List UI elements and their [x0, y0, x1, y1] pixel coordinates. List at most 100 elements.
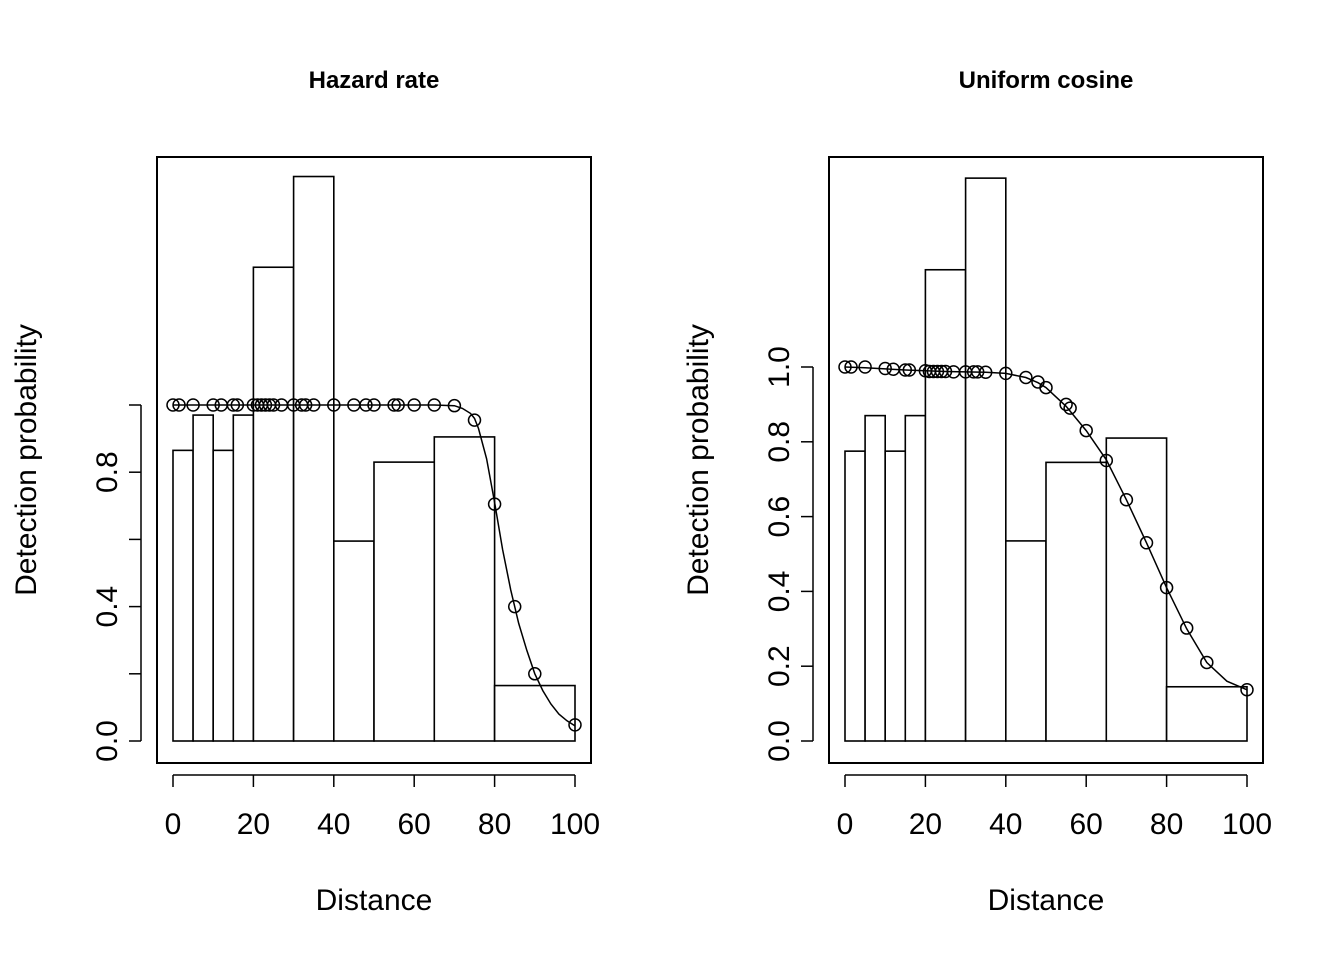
y-axis-label: Detection probability — [682, 324, 715, 596]
data-point — [1240, 683, 1254, 697]
data-point — [999, 366, 1013, 381]
x-tick-label: 40 — [989, 808, 1022, 841]
data-point — [327, 398, 341, 412]
data-point — [878, 361, 892, 376]
plot-frame — [156, 156, 592, 764]
x-tick-label: 40 — [317, 808, 350, 841]
data-point — [226, 398, 241, 412]
data-point — [359, 398, 373, 412]
histogram-bar — [904, 414, 927, 742]
x-tick-label: 60 — [398, 808, 431, 841]
y-axis-label: Detection probability — [10, 324, 43, 596]
data-point — [568, 718, 582, 732]
data-point — [206, 398, 220, 412]
data-point — [1059, 397, 1073, 412]
data-point — [487, 497, 502, 511]
uniform-cosine-panel: Uniform cosine Distance Detection probab… — [682, 67, 1272, 917]
data-point — [507, 599, 522, 614]
x-tick-label: 20 — [237, 808, 270, 841]
data-point — [970, 365, 985, 379]
data-point — [427, 398, 442, 412]
y-tick-label: 0.6 — [763, 496, 796, 538]
data-point — [391, 398, 405, 412]
y-tick-label: 0.0 — [91, 720, 124, 762]
histogram-bar — [332, 540, 375, 742]
data-point — [407, 398, 421, 412]
y-tick-label: 0.2 — [763, 645, 796, 687]
data-point — [166, 398, 180, 412]
data-point — [1159, 580, 1174, 595]
x-axis-label: Distance — [316, 884, 433, 917]
histogram-bar — [1165, 685, 1248, 742]
panel-title: Uniform cosine — [959, 67, 1134, 94]
plot-frame — [828, 156, 1264, 764]
observation-points — [838, 360, 1254, 697]
histogram-bar — [844, 450, 866, 742]
data-point — [1179, 621, 1194, 635]
data-point — [978, 365, 993, 379]
histogram-bar — [232, 414, 255, 742]
hazard-rate-panel: Hazard rate Distance Detection probabili… — [10, 67, 600, 917]
data-point — [1119, 493, 1134, 507]
histogram-bars — [172, 175, 576, 742]
data-point — [930, 364, 945, 379]
histogram-bar — [292, 175, 335, 742]
data-point — [838, 360, 852, 374]
data-point — [186, 398, 200, 412]
x-tick-label: 0 — [837, 808, 854, 841]
x-axis-label: Distance — [988, 884, 1105, 917]
data-point — [1039, 380, 1053, 395]
data-point — [387, 398, 401, 412]
panel-title: Hazard rate — [309, 67, 440, 94]
y-tick-label: 0.4 — [91, 586, 124, 628]
data-point — [266, 398, 281, 412]
data-point — [528, 667, 542, 681]
x-axis: 0 20 40 60 80 100 — [837, 774, 1272, 841]
data-point — [230, 398, 245, 412]
histogram-bar — [1105, 437, 1168, 742]
histogram-bar — [884, 450, 907, 742]
data-point — [467, 413, 482, 427]
observation-points — [166, 398, 582, 732]
data-point — [447, 398, 462, 413]
data-point — [938, 364, 953, 379]
data-point — [844, 360, 858, 374]
histogram-bar — [924, 268, 967, 742]
histogram-bar — [212, 449, 235, 742]
y-tick-label: 0.0 — [763, 720, 796, 762]
x-tick-label: 80 — [1150, 808, 1183, 841]
histogram-bar — [433, 436, 496, 742]
data-point — [902, 363, 917, 377]
histogram-bars — [844, 177, 1248, 742]
x-axis: 0 20 40 60 80 100 — [165, 774, 600, 841]
data-point — [1200, 655, 1214, 670]
data-point — [1079, 423, 1093, 438]
histogram-bar — [493, 684, 576, 742]
data-point — [898, 363, 913, 377]
data-point — [858, 360, 872, 374]
data-point — [1019, 370, 1033, 385]
y-tick-label: 0.8 — [91, 451, 124, 493]
data-point — [258, 398, 273, 412]
x-tick-label: 100 — [550, 808, 600, 841]
data-point — [1139, 536, 1154, 550]
y-tick-label: 1.0 — [763, 346, 796, 388]
histogram-bar — [964, 177, 1007, 742]
y-tick-label: 0.4 — [763, 571, 796, 613]
x-tick-label: 60 — [1070, 808, 1103, 841]
histogram-bar — [192, 414, 215, 742]
y-tick-label: 0.8 — [763, 421, 796, 463]
data-point — [298, 398, 313, 412]
data-point — [1099, 453, 1114, 468]
histogram-bar — [172, 449, 194, 742]
histogram-bar — [373, 461, 436, 742]
y-axis: 0.0 0.4 0.8 — [91, 404, 142, 762]
x-tick-label: 100 — [1222, 808, 1272, 841]
y-axis: 0.0 0.2 0.4 0.6 0.8 1.0 — [763, 346, 814, 762]
data-point — [306, 398, 321, 412]
histogram-bar — [864, 414, 886, 742]
histogram-bar — [1004, 540, 1047, 742]
histogram-bar — [252, 266, 295, 742]
data-point — [1063, 401, 1077, 415]
x-tick-label: 80 — [478, 808, 511, 841]
